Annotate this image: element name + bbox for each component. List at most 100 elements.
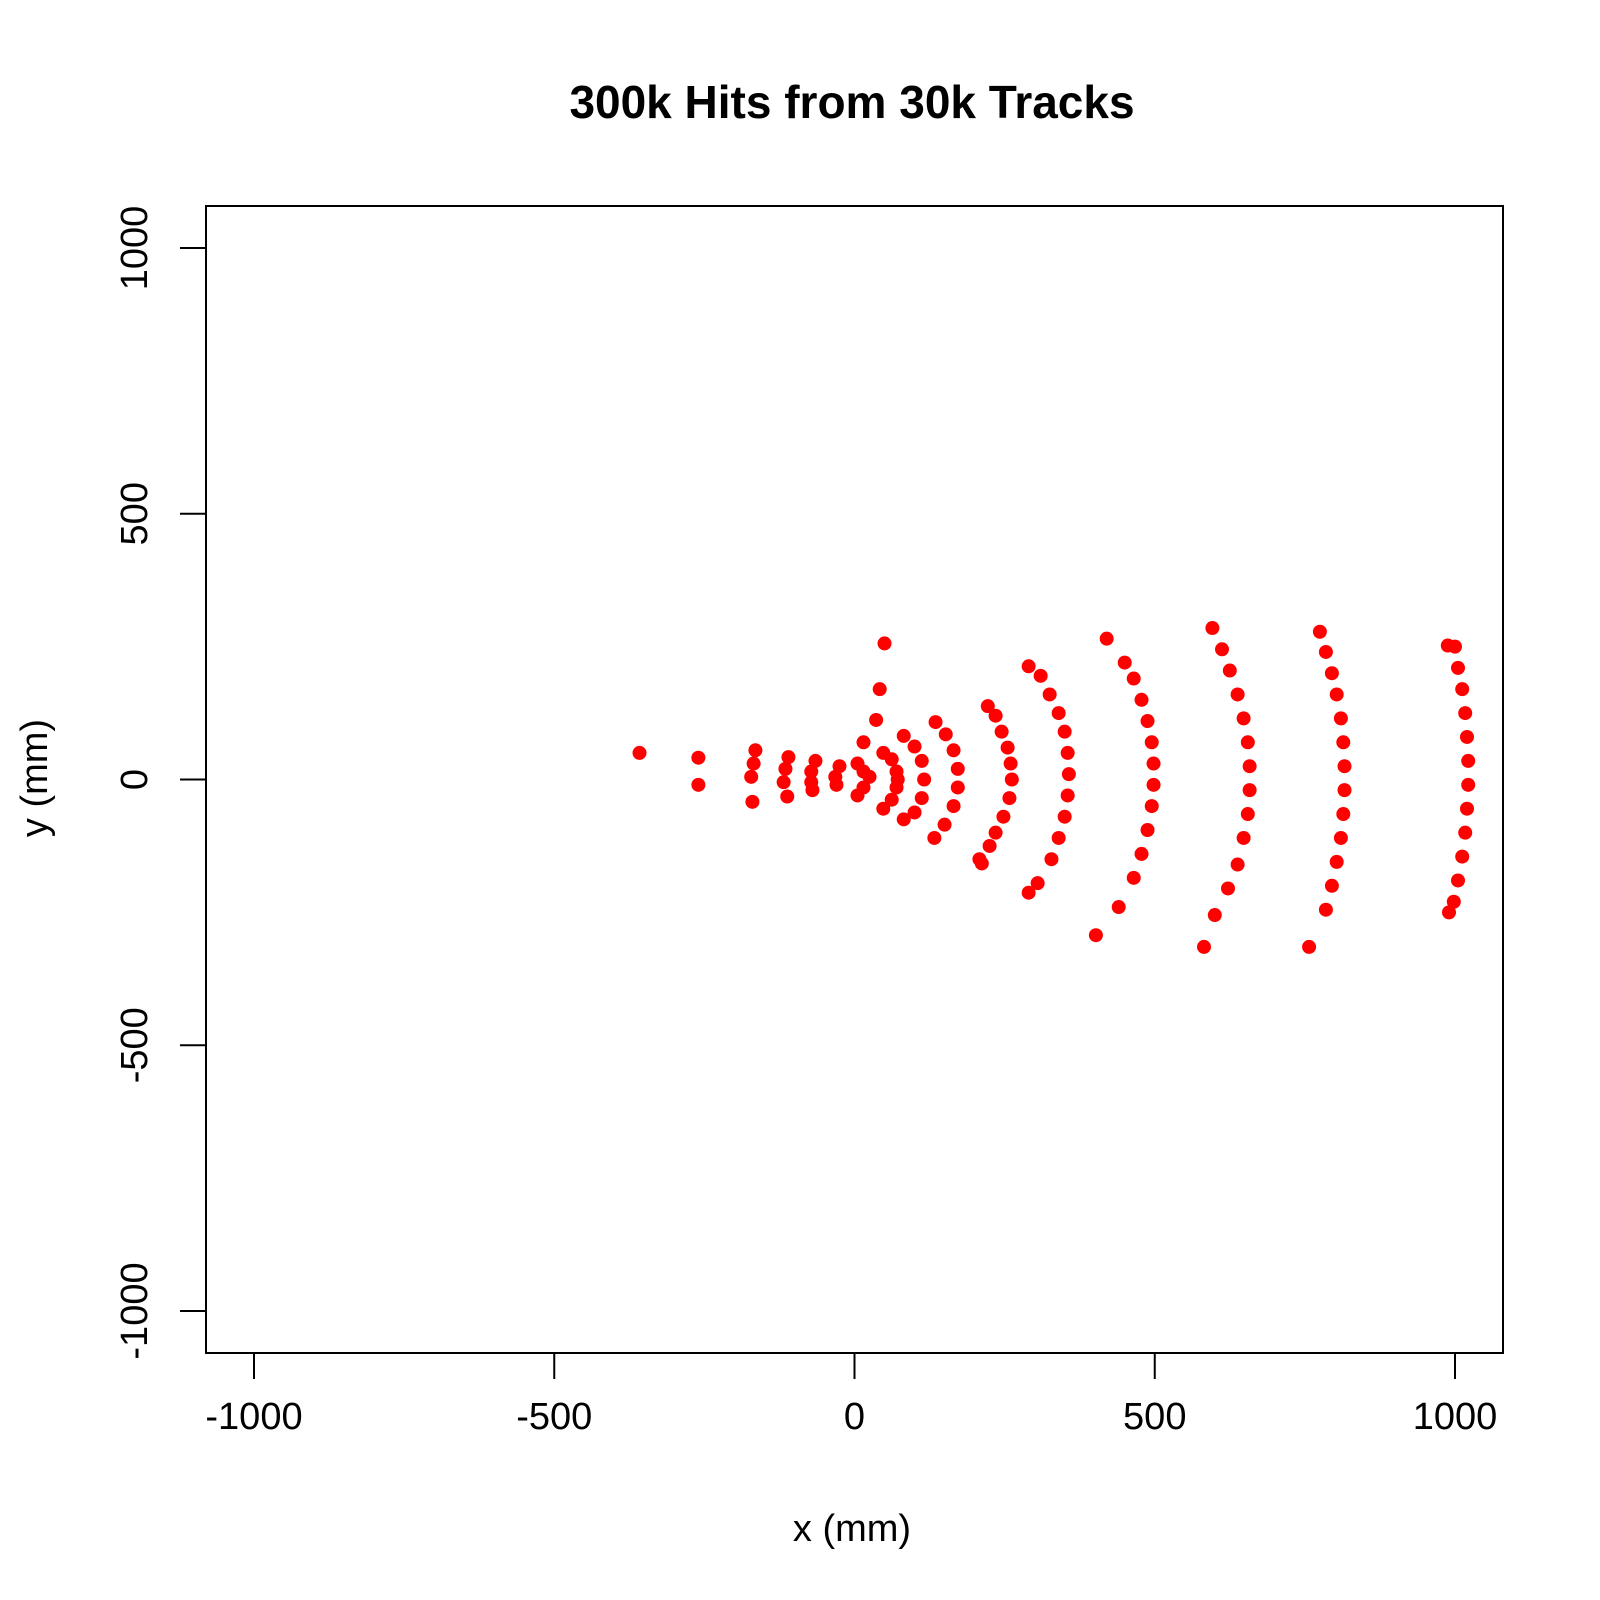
y-tick-label: -500 bbox=[114, 1007, 156, 1083]
data-point bbox=[1002, 791, 1017, 806]
data-point bbox=[1044, 852, 1059, 867]
data-point bbox=[946, 799, 961, 814]
data-point bbox=[1033, 668, 1048, 683]
data-point bbox=[896, 812, 911, 827]
data-point bbox=[1461, 753, 1476, 768]
data-point bbox=[829, 777, 844, 792]
data-point bbox=[1451, 660, 1466, 675]
data-point bbox=[884, 792, 899, 807]
data-point bbox=[1207, 908, 1222, 923]
data-point bbox=[1144, 799, 1159, 814]
data-point bbox=[982, 838, 997, 853]
data-point bbox=[850, 788, 865, 803]
data-point bbox=[1057, 724, 1072, 739]
data-point bbox=[1215, 642, 1230, 657]
data-point bbox=[1134, 846, 1149, 861]
y-tick-label: 500 bbox=[114, 482, 156, 545]
data-point bbox=[1111, 900, 1126, 915]
data-point bbox=[877, 636, 892, 651]
data-point bbox=[1329, 854, 1344, 869]
data-point bbox=[1329, 687, 1344, 702]
data-point bbox=[691, 777, 706, 792]
data-point bbox=[1318, 902, 1333, 917]
data-point bbox=[1337, 759, 1352, 774]
data-point bbox=[1146, 756, 1161, 771]
data-point bbox=[994, 724, 1009, 739]
data-point bbox=[1000, 740, 1015, 755]
data-point bbox=[1461, 777, 1476, 792]
data-point bbox=[832, 759, 847, 774]
x-tick-label: -500 bbox=[516, 1396, 592, 1438]
chart-title: 300k Hits from 30k Tracks bbox=[569, 76, 1134, 128]
data-point bbox=[856, 735, 871, 750]
data-point bbox=[1088, 928, 1103, 943]
data-point bbox=[1240, 735, 1255, 750]
data-point bbox=[1448, 639, 1462, 654]
data-point bbox=[937, 817, 952, 832]
data-point bbox=[1312, 624, 1327, 639]
data-point bbox=[744, 769, 759, 784]
data-point bbox=[928, 715, 943, 730]
data-point bbox=[938, 727, 953, 742]
data-point bbox=[1236, 711, 1251, 726]
data-point bbox=[907, 739, 922, 754]
data-point bbox=[884, 752, 899, 767]
data-point bbox=[1333, 711, 1348, 726]
data-point bbox=[1230, 857, 1245, 872]
x-axis-label: x (mm) bbox=[793, 1508, 911, 1550]
data-point bbox=[1451, 873, 1466, 888]
data-point bbox=[1042, 687, 1057, 702]
data-point bbox=[1030, 876, 1045, 891]
data-point bbox=[778, 761, 793, 776]
data-point bbox=[804, 764, 819, 779]
data-point bbox=[988, 825, 1003, 840]
data-point bbox=[907, 805, 922, 820]
data-point bbox=[1455, 682, 1470, 697]
data-point bbox=[1455, 849, 1470, 864]
data-point bbox=[1242, 783, 1257, 798]
data-point bbox=[1230, 687, 1245, 702]
data-point bbox=[950, 780, 965, 795]
data-point bbox=[1221, 881, 1236, 896]
data-point bbox=[1021, 885, 1036, 900]
plot-frame bbox=[205, 205, 1504, 1354]
data-point bbox=[1196, 939, 1211, 954]
x-axis: -1000 -500 0 500 1000 bbox=[205, 1353, 1497, 1438]
y-tick-label: 0 bbox=[114, 769, 156, 790]
data-point bbox=[974, 856, 989, 871]
data-point bbox=[805, 783, 820, 798]
data-point bbox=[980, 699, 995, 714]
data-point bbox=[632, 745, 647, 760]
data-point bbox=[1140, 822, 1155, 837]
data-point bbox=[1140, 714, 1155, 729]
data-point bbox=[1460, 801, 1475, 816]
data-point bbox=[1236, 830, 1251, 845]
data-point bbox=[1126, 671, 1141, 686]
data-point bbox=[1458, 706, 1473, 721]
data-point bbox=[1021, 659, 1036, 674]
data-point bbox=[745, 794, 760, 809]
data-point bbox=[1324, 666, 1339, 681]
data-point bbox=[746, 756, 761, 771]
data-point bbox=[748, 743, 763, 758]
data-point bbox=[1134, 692, 1149, 707]
data-point bbox=[1337, 783, 1352, 798]
x-tick-label: -1000 bbox=[205, 1396, 302, 1438]
data-point bbox=[1126, 870, 1141, 885]
data-point bbox=[1004, 772, 1019, 787]
data-point bbox=[1060, 788, 1075, 803]
data-point bbox=[1060, 745, 1075, 760]
data-point bbox=[946, 743, 961, 758]
y-axis-label: y (mm) bbox=[14, 719, 56, 837]
data-point bbox=[869, 712, 884, 727]
data-point bbox=[1117, 655, 1132, 670]
data-point bbox=[1336, 807, 1351, 822]
data-point bbox=[862, 769, 877, 784]
data-point bbox=[1144, 735, 1159, 750]
data-point bbox=[1302, 939, 1317, 954]
data-point bbox=[896, 728, 911, 743]
data-point bbox=[996, 809, 1011, 824]
y-tick-label: 1000 bbox=[114, 206, 156, 291]
data-point bbox=[889, 780, 904, 795]
